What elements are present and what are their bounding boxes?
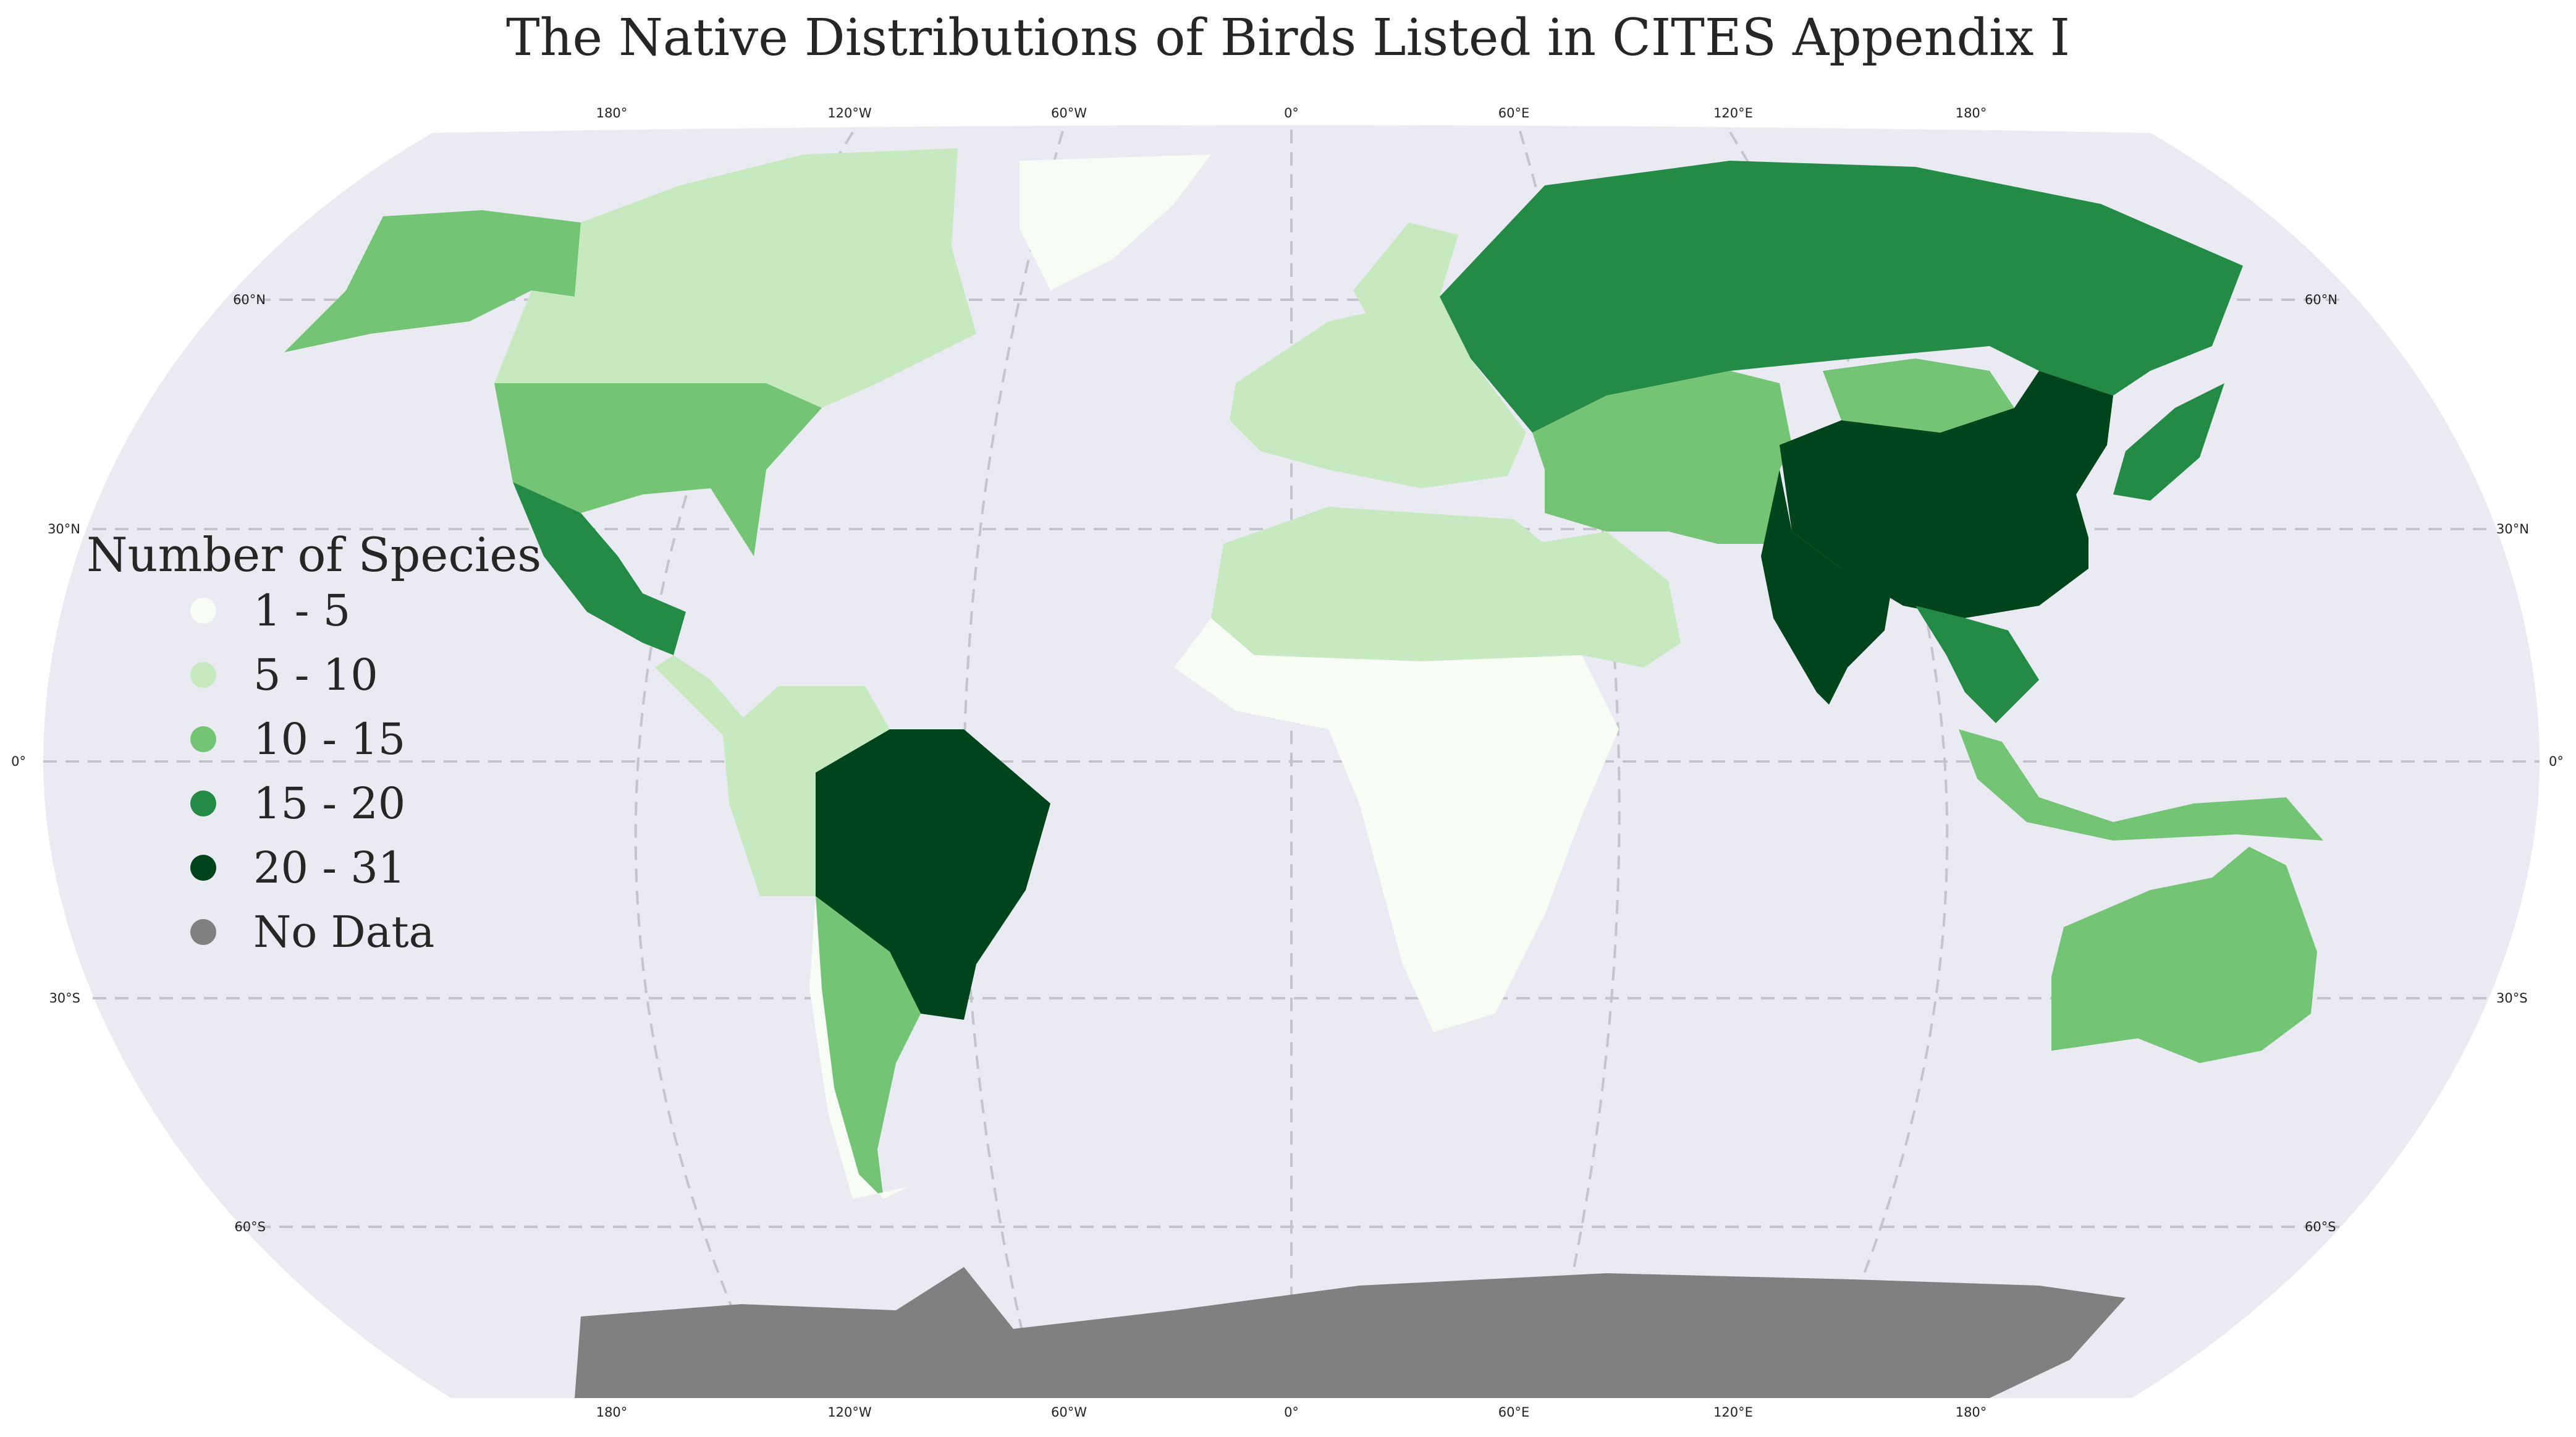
- tick-label: 0°: [2549, 754, 2564, 769]
- tick-label: 0°: [11, 754, 26, 769]
- tick-label: 180°: [1956, 1405, 1987, 1420]
- region-greenland: [1020, 155, 1211, 290]
- region-usa: [494, 383, 822, 556]
- tick-label: 30°S: [49, 991, 80, 1006]
- region-north-south-america: [723, 686, 890, 896]
- region-antarctica: [575, 1267, 2126, 1398]
- tick-label: 180°: [1956, 106, 1987, 121]
- longitude-ticks-bottom: 180° 120°W 60°W 0° 60°E 120°E 180°: [596, 1405, 1987, 1420]
- legend-label: 15 - 20: [253, 778, 406, 829]
- legend-label: No Data: [253, 907, 435, 957]
- tick-label: 60°E: [1498, 106, 1530, 121]
- legend-items: 1 - 5 5 - 10 10 - 15 15 - 20 20 - 31 No Data: [87, 579, 541, 964]
- region-indonesia: [1959, 729, 2323, 841]
- legend-label: 10 - 15: [253, 714, 406, 765]
- tick-label: 120°E: [1713, 1405, 1753, 1420]
- region-kazakhstan: [1532, 371, 1792, 470]
- region-russia: [1440, 161, 2243, 433]
- region-canada: [494, 148, 976, 408]
- region-sub-saharan-africa: [1174, 618, 1619, 1032]
- region-chile: [809, 896, 908, 1199]
- region-mexico: [513, 482, 686, 655]
- legend-swatch-icon: [190, 919, 216, 945]
- region-australia: [2051, 847, 2317, 1063]
- tick-label: 0°: [1284, 106, 1299, 121]
- legend-item: 1 - 5: [87, 579, 541, 643]
- legend-swatch-icon: [190, 598, 216, 624]
- region-scandinavia: [1353, 223, 1458, 334]
- longitude-ticks-top: 180° 120°W 60°W 0° 60°E 120°E 180°: [596, 106, 1987, 121]
- legend-item: 15 - 20: [87, 771, 541, 836]
- region-central-america: [655, 655, 748, 735]
- tick-label: 30°N: [48, 522, 80, 536]
- region-north-africa: [1211, 507, 1582, 661]
- region-china: [1780, 371, 2113, 618]
- region-alaska: [284, 210, 581, 352]
- region-iran: [1545, 457, 1792, 544]
- tick-label: 120°E: [1713, 106, 1753, 121]
- tick-label: 120°W: [827, 106, 872, 121]
- country-polygons: [284, 148, 2323, 1398]
- legend-label: 5 - 10: [253, 650, 378, 700]
- legend-swatch-icon: [190, 662, 216, 688]
- region-arabia: [1532, 532, 1681, 668]
- legend-label: 20 - 31: [253, 842, 406, 893]
- legend-item: 20 - 31: [87, 836, 541, 900]
- graticule: [43, 130, 2540, 1399]
- region-southeast-asia: [1915, 606, 2039, 723]
- tick-label: 180°: [596, 106, 628, 121]
- region-argentina: [816, 896, 921, 1199]
- latitude-ticks-left: 60°N 30°N 0° 30°S 60°S: [11, 292, 266, 1234]
- tick-label: 60°S: [234, 1219, 266, 1234]
- region-india: [1761, 470, 1891, 705]
- tick-label: 0°: [1284, 1405, 1299, 1420]
- region-mongolia: [1823, 358, 2014, 433]
- region-brazil: [816, 729, 1050, 1020]
- tick-label: 60°N: [233, 292, 266, 307]
- tick-label: 60°W: [1051, 1405, 1087, 1420]
- legend-label: 1 - 5: [253, 585, 351, 636]
- region-japan: [2113, 383, 2224, 501]
- tick-label: 60°S: [2305, 1219, 2336, 1234]
- region-europe: [1230, 297, 1526, 488]
- legend-item: No Data: [87, 900, 541, 964]
- tick-label: 180°: [596, 1405, 628, 1420]
- latitude-ticks-right: 60°N 30°N 0° 30°S 60°S: [2305, 292, 2564, 1234]
- legend-swatch-icon: [190, 855, 216, 881]
- legend-item: 5 - 10: [87, 643, 541, 707]
- tick-label: 60°W: [1051, 106, 1087, 121]
- tick-label: 30°N: [2496, 522, 2529, 536]
- tick-label: 30°S: [2496, 991, 2528, 1006]
- legend-title: Number of Species: [87, 527, 542, 582]
- tick-label: 60°E: [1498, 1405, 1530, 1420]
- tick-label: 120°W: [827, 1405, 872, 1420]
- legend-swatch-icon: [190, 791, 216, 816]
- map-title: The Native Distributions of Birds Listed…: [506, 9, 2070, 67]
- tick-label: 60°N: [2305, 292, 2337, 307]
- legend-swatch-icon: [190, 726, 216, 752]
- legend-item: 10 - 15: [87, 707, 541, 771]
